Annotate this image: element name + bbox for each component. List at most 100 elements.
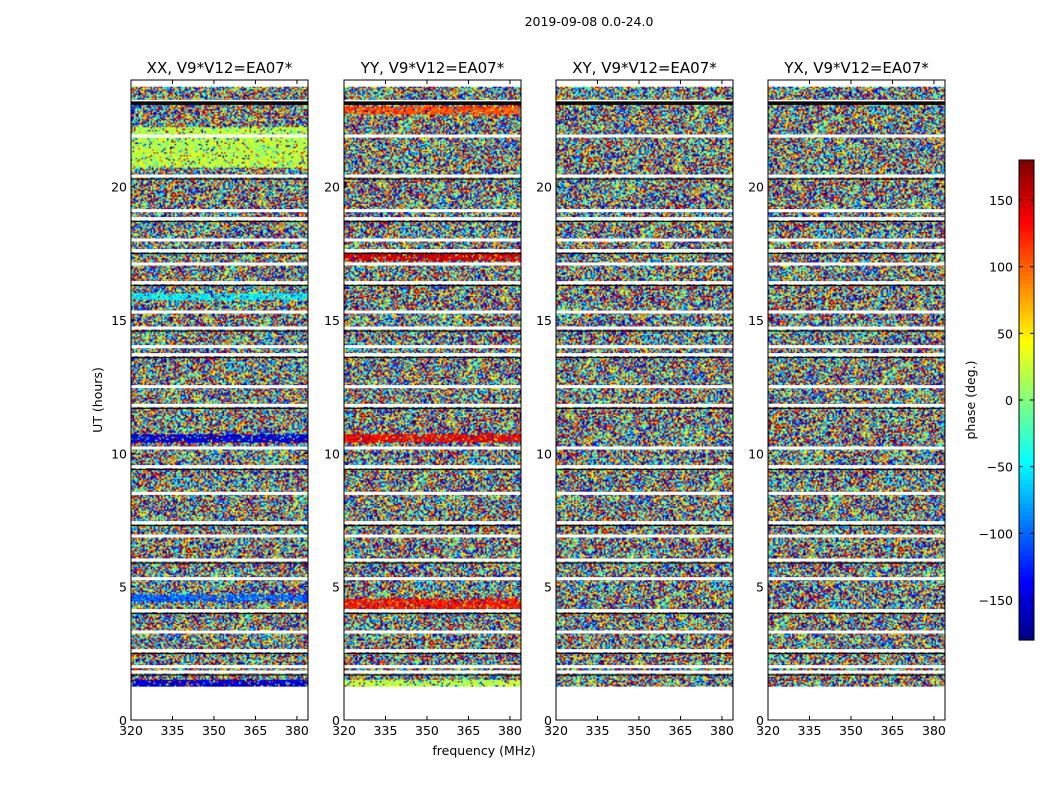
flagged-gap <box>556 345 733 349</box>
flagged-gap <box>556 609 733 613</box>
flagged-gap <box>556 209 733 213</box>
colorbar-segment <box>1019 352 1034 357</box>
flagged-gap <box>131 446 308 450</box>
colorbar-segment <box>1019 184 1034 189</box>
y-tick-label: 0 <box>544 713 552 728</box>
flagged-gap <box>768 326 945 330</box>
flagged-gap <box>344 174 521 178</box>
colorbar-segment <box>1019 548 1034 553</box>
y-tick-label: 5 <box>119 580 127 595</box>
flagged-gap <box>768 649 945 653</box>
flagged-gap <box>556 99 733 103</box>
colorbar-segment <box>1019 164 1034 169</box>
x-tick-label: 350 <box>627 723 651 738</box>
flagged-gap <box>556 262 733 266</box>
flagged-gap <box>344 609 521 613</box>
flagged-gap <box>768 217 945 221</box>
colorbar-segment <box>1019 196 1034 201</box>
flagged-gap <box>556 446 733 450</box>
colorbar-segment <box>1019 528 1034 533</box>
figure-suptitle: 2019-09-08 0.0-24.0 <box>525 14 654 29</box>
y-tick-label: 15 <box>111 313 127 328</box>
colorbar-segment <box>1019 572 1034 577</box>
colorbar-segment <box>1019 292 1034 297</box>
colorbar-segment <box>1019 628 1034 633</box>
panel-1: XX, V9*V12=EA07* 320 335 350 365 380 0 5 10 15 20 <box>111 59 309 738</box>
colorbar-segment <box>1019 520 1034 525</box>
colorbar-segment <box>1019 616 1034 621</box>
x-tick-label: 365 <box>669 723 693 738</box>
panel-frame <box>130 79 309 721</box>
flagged-gap <box>344 491 521 495</box>
flagged-gap <box>768 209 945 213</box>
colorbar-segment <box>1019 264 1034 269</box>
flagged-gap <box>344 99 521 103</box>
panel-frame <box>555 79 734 721</box>
colorbar-segment <box>1019 308 1034 313</box>
colorbar-segment <box>1019 336 1034 341</box>
colorbar-segment <box>1019 384 1034 389</box>
colorbar-segment <box>1019 508 1034 513</box>
flagged-gap <box>344 217 521 221</box>
flagged-gap <box>556 491 733 495</box>
x-tick-label: 320 <box>119 723 143 738</box>
x-tick-label: 320 <box>332 723 356 738</box>
flagged-gap <box>768 491 945 495</box>
y-tick-label: 10 <box>536 446 552 461</box>
x-axis-label: frequency (MHz) <box>432 743 535 758</box>
colorbar-segment <box>1019 536 1034 541</box>
flagged-gap <box>556 649 733 653</box>
flagged-gap <box>344 262 521 266</box>
colorbar-segment <box>1019 216 1034 221</box>
colorbar-segment <box>1019 296 1034 301</box>
flagged-gap <box>131 345 308 349</box>
flagged-gap <box>768 238 945 242</box>
colorbar-segment <box>1019 256 1034 261</box>
colorbar-segment <box>1019 504 1034 509</box>
panels-group: XX, V9*V12=EA07*320 335 350 365 38005101520Y… <box>111 59 946 738</box>
colorbar-segment <box>1019 560 1034 565</box>
flagged-gap <box>131 249 308 253</box>
colorbar-segment <box>1019 228 1034 233</box>
colorbar-segment <box>1019 600 1034 605</box>
colorbar-segment <box>1019 180 1034 185</box>
colorbar-segment <box>1019 488 1034 493</box>
colorbar-segment <box>1019 300 1034 305</box>
flagged-gap <box>556 534 733 538</box>
flagged-gap <box>344 403 521 407</box>
flagged-gap <box>344 577 521 581</box>
x-tick-label: 365 <box>457 723 481 738</box>
flagged-gap <box>556 310 733 314</box>
colorbar-segment <box>1019 240 1034 245</box>
colorbar-segment <box>1019 276 1034 281</box>
flagged-gap <box>556 558 733 562</box>
flagged-gap <box>131 670 308 674</box>
colorbar-segment <box>1019 420 1034 425</box>
flagged-gap <box>131 403 308 407</box>
flagged-gap <box>768 446 945 450</box>
flagged-gap <box>556 403 733 407</box>
colorbar-segment <box>1019 212 1034 217</box>
colorbar-segment <box>1019 356 1034 361</box>
colorbar-segment <box>1019 456 1034 461</box>
y-tick-label: 0 <box>332 713 340 728</box>
flagged-gap <box>131 174 308 178</box>
colorbar-segment <box>1019 208 1034 213</box>
flagged-gap <box>344 465 521 469</box>
y-axis-label: UT (hours) <box>90 367 105 433</box>
colorbar-segment <box>1019 524 1034 529</box>
colorbar-segment <box>1019 328 1034 333</box>
colorbar-segment <box>1019 244 1034 249</box>
flagged-gap <box>131 262 308 266</box>
colorbar-segment <box>1019 620 1034 625</box>
flagged-gap <box>344 649 521 653</box>
flagged-gap <box>344 310 521 314</box>
y-tick-label: 0 <box>756 713 764 728</box>
y-tick-label: 5 <box>332 580 340 595</box>
panel-frame <box>767 79 946 721</box>
colorbar-segment <box>1019 564 1034 569</box>
flagged-gap <box>768 670 945 674</box>
colorbar-segment <box>1019 252 1034 257</box>
colorbar-segment <box>1019 364 1034 369</box>
flagged-gap <box>768 403 945 407</box>
